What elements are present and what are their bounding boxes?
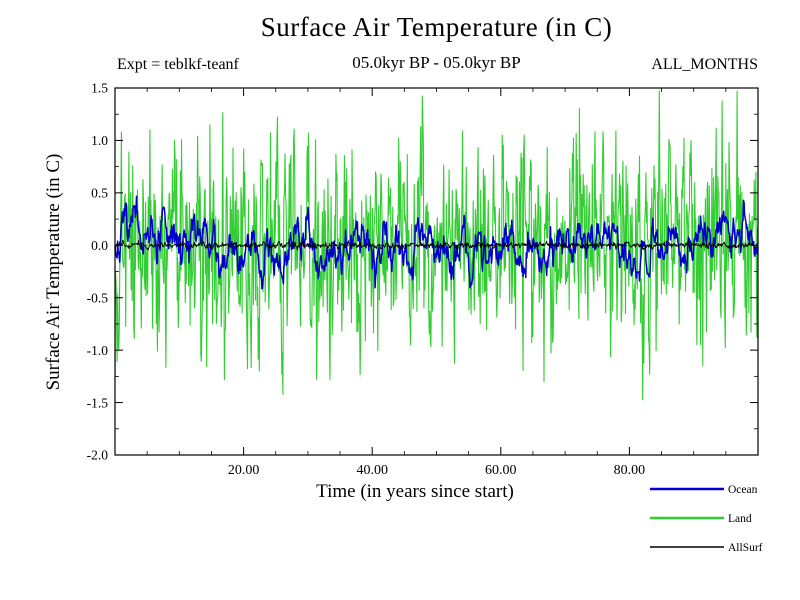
y-tick-label: -1.0 bbox=[87, 343, 109, 358]
legend: Ocean Land AllSurf bbox=[650, 484, 763, 554]
series-allsurf-line bbox=[114, 239, 759, 251]
period-label: 05.0kyr BP - 05.0kyr BP bbox=[352, 53, 521, 72]
months-label: ALL_MONTHS bbox=[651, 56, 758, 73]
x-tick-label: 20.00 bbox=[228, 463, 260, 478]
legend-label-ocean: Ocean bbox=[728, 484, 758, 496]
chart-title: Surface Air Temperature (in C) bbox=[260, 12, 613, 42]
legend-label-allsurf: AllSurf bbox=[728, 542, 763, 554]
y-tick-label: -0.5 bbox=[87, 290, 109, 305]
y-tick-label: -2.0 bbox=[87, 448, 109, 463]
experiment-label: Expt = teblkf-teanf bbox=[117, 56, 239, 73]
legend-label-land: Land bbox=[728, 513, 752, 525]
y-tick-label: 0.5 bbox=[91, 186, 108, 201]
y-tick-label: 1.5 bbox=[91, 81, 108, 96]
x-axis-label: Time (in years since start) bbox=[316, 481, 514, 502]
y-tick-label: -1.5 bbox=[87, 395, 109, 410]
x-tick-label: 80.00 bbox=[614, 463, 646, 478]
x-tick-label: 40.00 bbox=[356, 463, 388, 478]
y-tick-label: 0.0 bbox=[91, 238, 108, 253]
x-tick-label: 60.00 bbox=[485, 463, 517, 478]
y-tick-label: 1.0 bbox=[91, 133, 108, 148]
